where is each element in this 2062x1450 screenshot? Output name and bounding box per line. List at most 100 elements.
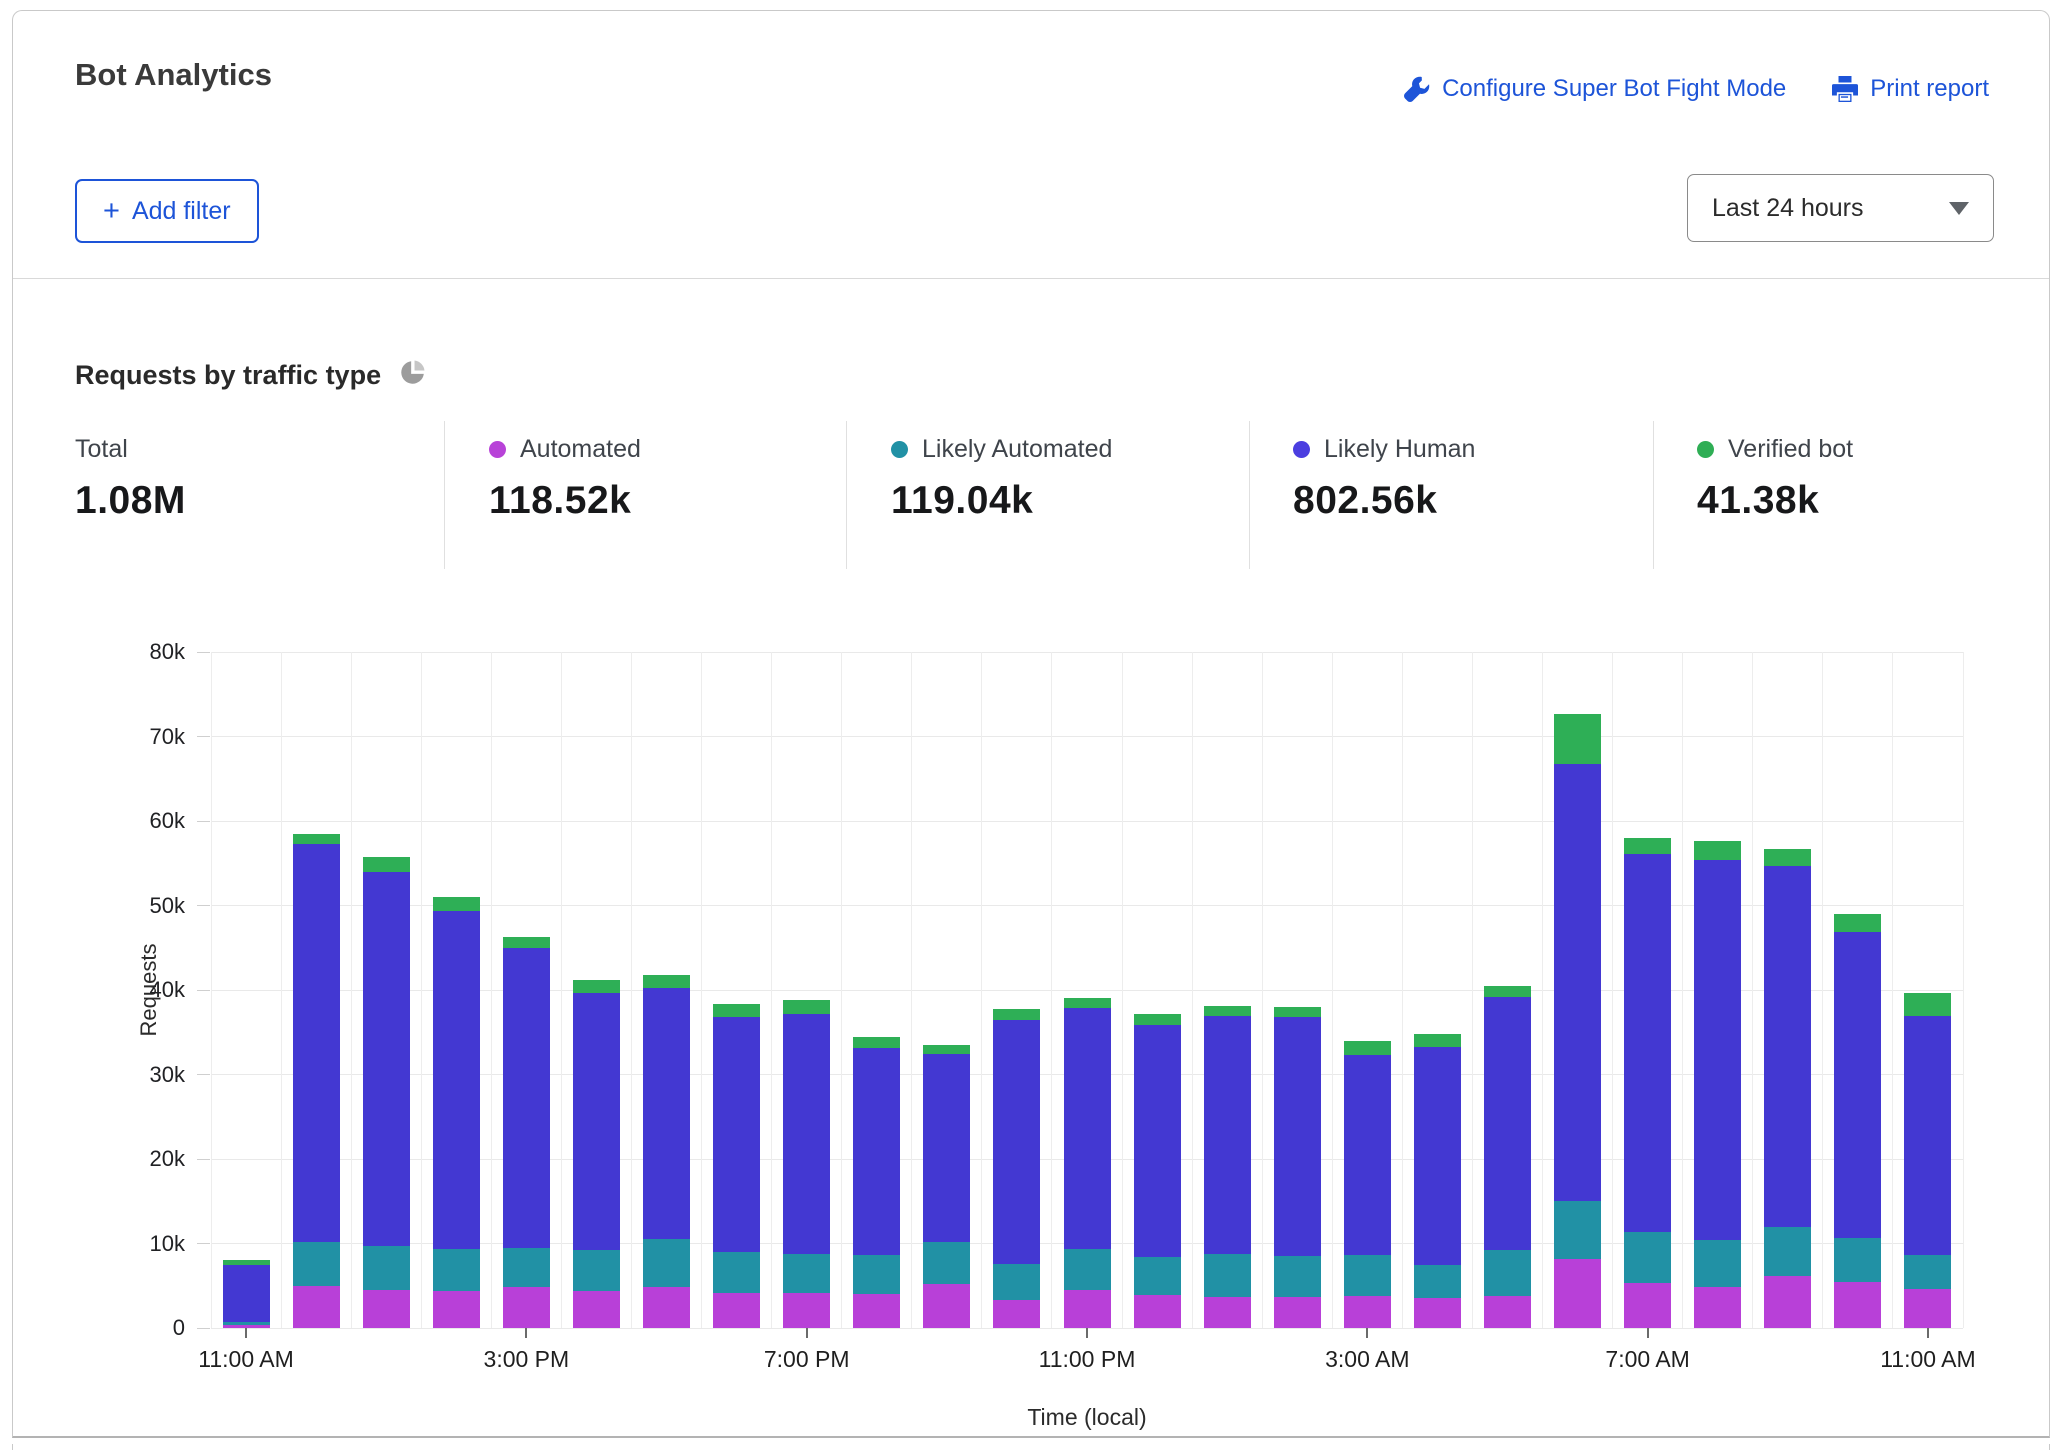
bar-segment-likely-human[interactable] [223, 1265, 270, 1322]
bar-11-00-am[interactable] [1904, 993, 1951, 1328]
bar-3-00-pm[interactable] [503, 937, 550, 1328]
bar-1-00-pm[interactable] [363, 857, 410, 1328]
bar-segment-verified-bot[interactable] [223, 1260, 270, 1264]
bar-2-00-pm[interactable] [433, 897, 480, 1328]
bar-segment-automated[interactable] [1064, 1290, 1111, 1328]
bar-segment-likely-automated[interactable] [1624, 1232, 1671, 1284]
bar-segment-likely-human[interactable] [1554, 764, 1601, 1201]
bar-segment-likely-automated[interactable] [223, 1322, 270, 1326]
bar-segment-verified-bot[interactable] [1204, 1006, 1251, 1016]
bar-segment-likely-automated[interactable] [1064, 1249, 1111, 1290]
bar-segment-verified-bot[interactable] [643, 975, 690, 989]
bar-11-00-am[interactable] [223, 1260, 270, 1328]
bar-segment-likely-automated[interactable] [1834, 1238, 1881, 1282]
bar-segment-verified-bot[interactable] [503, 937, 550, 948]
bar-segment-likely-human[interactable] [1064, 1008, 1111, 1250]
bar-segment-likely-human[interactable] [1904, 1016, 1951, 1254]
bar-5-00-am[interactable] [1484, 986, 1531, 1328]
bar-9-00-am[interactable] [1764, 849, 1811, 1328]
bar-segment-automated[interactable] [433, 1291, 480, 1328]
bar-segment-automated[interactable] [1834, 1282, 1881, 1328]
bar-4-00-pm[interactable] [573, 980, 620, 1328]
bar-segment-likely-automated[interactable] [1204, 1254, 1251, 1297]
bar-segment-likely-automated[interactable] [1344, 1255, 1391, 1296]
bar-11-00-pm[interactable] [1064, 998, 1111, 1328]
bar-segment-likely-human[interactable] [853, 1048, 900, 1255]
bar-segment-likely-human[interactable] [573, 993, 620, 1251]
bar-segment-verified-bot[interactable] [1274, 1007, 1321, 1017]
configure-super-bot-fight-mode-link[interactable]: Configure Super Bot Fight Mode [1404, 75, 1786, 103]
bar-3-00-am[interactable] [1344, 1041, 1391, 1328]
bar-segment-automated[interactable] [643, 1287, 690, 1328]
bar-segment-likely-human[interactable] [1204, 1016, 1251, 1253]
bar-segment-likely-human[interactable] [1764, 866, 1811, 1227]
bar-8-00-am[interactable] [1694, 841, 1741, 1328]
bar-segment-likely-human[interactable] [433, 911, 480, 1249]
bar-segment-automated[interactable] [573, 1291, 620, 1328]
bar-segment-verified-bot[interactable] [363, 857, 410, 871]
bar-segment-automated[interactable] [1484, 1296, 1531, 1328]
bar-segment-likely-automated[interactable] [643, 1239, 690, 1287]
bar-segment-verified-bot[interactable] [1624, 838, 1671, 854]
bar-segment-likely-automated[interactable] [363, 1246, 410, 1290]
print-report-link[interactable]: Print report [1832, 75, 1989, 103]
bar-segment-automated[interactable] [1694, 1287, 1741, 1328]
bar-segment-likely-automated[interactable] [993, 1264, 1040, 1300]
bar-segment-likely-automated[interactable] [503, 1248, 550, 1288]
bar-segment-automated[interactable] [923, 1284, 970, 1328]
bar-segment-verified-bot[interactable] [1554, 714, 1601, 765]
bar-segment-automated[interactable] [1204, 1297, 1251, 1328]
bar-segment-likely-automated[interactable] [1414, 1265, 1461, 1297]
bar-segment-automated[interactable] [503, 1287, 550, 1328]
bar-7-00-am[interactable] [1624, 838, 1671, 1328]
bar-segment-likely-automated[interactable] [1274, 1256, 1321, 1297]
bar-segment-likely-human[interactable] [503, 948, 550, 1248]
bar-segment-likely-automated[interactable] [923, 1242, 970, 1284]
bar-4-00-am[interactable] [1414, 1034, 1461, 1328]
bar-segment-automated[interactable] [1554, 1259, 1601, 1328]
bar-segment-verified-bot[interactable] [783, 1000, 830, 1014]
bar-segment-automated[interactable] [713, 1293, 760, 1328]
bar-segment-verified-bot[interactable] [1414, 1034, 1461, 1047]
bar-segment-likely-human[interactable] [643, 988, 690, 1239]
bar-segment-verified-bot[interactable] [1764, 849, 1811, 866]
bar-segment-verified-bot[interactable] [1344, 1041, 1391, 1055]
bar-segment-likely-automated[interactable] [1764, 1227, 1811, 1277]
bar-segment-likely-human[interactable] [1134, 1025, 1181, 1257]
bar-9-00-pm[interactable] [923, 1045, 970, 1328]
bar-segment-verified-bot[interactable] [1134, 1014, 1181, 1025]
bar-segment-verified-bot[interactable] [1064, 998, 1111, 1008]
bar-segment-likely-human[interactable] [293, 844, 340, 1242]
bar-segment-likely-automated[interactable] [783, 1254, 830, 1293]
bar-segment-verified-bot[interactable] [713, 1004, 760, 1018]
bar-segment-automated[interactable] [1764, 1276, 1811, 1328]
bar-segment-likely-automated[interactable] [853, 1255, 900, 1294]
bar-segment-automated[interactable] [363, 1290, 410, 1328]
bar-segment-verified-bot[interactable] [1904, 993, 1951, 1016]
bar-segment-automated[interactable] [853, 1294, 900, 1328]
bar-segment-likely-automated[interactable] [1134, 1257, 1181, 1295]
bar-segment-verified-bot[interactable] [1694, 841, 1741, 860]
bar-1-00-am[interactable] [1204, 1006, 1251, 1328]
bar-segment-likely-automated[interactable] [293, 1242, 340, 1286]
bar-segment-verified-bot[interactable] [433, 897, 480, 911]
bar-6-00-am[interactable] [1554, 714, 1601, 1328]
bar-segment-likely-automated[interactable] [1554, 1201, 1601, 1258]
bar-segment-verified-bot[interactable] [573, 980, 620, 993]
bar-segment-likely-automated[interactable] [1484, 1250, 1531, 1296]
bar-segment-likely-human[interactable] [1834, 932, 1881, 1239]
bar-6-00-pm[interactable] [713, 1004, 760, 1328]
bar-10-00-pm[interactable] [993, 1009, 1040, 1328]
add-filter-button[interactable]: + Add filter [75, 179, 259, 243]
bar-segment-likely-automated[interactable] [1694, 1240, 1741, 1286]
bar-segment-verified-bot[interactable] [993, 1009, 1040, 1020]
bar-segment-likely-human[interactable] [1624, 854, 1671, 1232]
bar-segment-likely-human[interactable] [1484, 997, 1531, 1251]
bar-7-00-pm[interactable] [783, 1000, 830, 1328]
bar-segment-likely-human[interactable] [1694, 860, 1741, 1240]
bar-segment-likely-human[interactable] [993, 1020, 1040, 1264]
bar-segment-likely-human[interactable] [713, 1017, 760, 1252]
time-range-select[interactable]: Last 24 hours [1687, 174, 1994, 242]
bar-segment-verified-bot[interactable] [293, 834, 340, 844]
bar-segment-likely-human[interactable] [363, 872, 410, 1246]
